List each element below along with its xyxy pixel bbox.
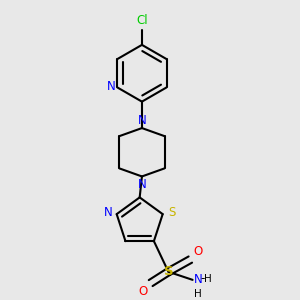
Text: N: N [138, 114, 146, 127]
Text: -: - [200, 272, 205, 285]
Text: S: S [168, 206, 175, 219]
Text: N: N [138, 178, 146, 191]
Text: H: H [204, 274, 212, 284]
Text: N: N [103, 206, 112, 219]
Text: Cl: Cl [136, 14, 148, 27]
Text: O: O [139, 285, 148, 298]
Text: H: H [194, 289, 202, 299]
Text: N: N [107, 80, 116, 93]
Text: S: S [164, 265, 173, 278]
Text: N: N [194, 273, 203, 286]
Text: O: O [193, 244, 202, 258]
